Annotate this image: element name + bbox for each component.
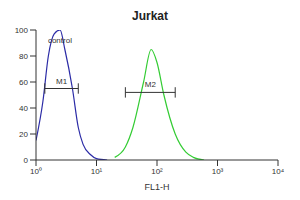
svg-text:control: control	[48, 36, 72, 45]
svg-text:10²: 10²	[151, 167, 163, 176]
svg-text:10³: 10³	[212, 167, 224, 176]
svg-text:FL1-H: FL1-H	[144, 182, 169, 192]
svg-text:40: 40	[19, 104, 28, 113]
svg-text:M2: M2	[145, 80, 157, 89]
svg-text:60: 60	[19, 78, 28, 87]
svg-text:M1: M1	[56, 77, 68, 86]
svg-text:100: 100	[15, 26, 29, 35]
svg-text:0: 0	[24, 156, 29, 165]
svg-text:10¹: 10¹	[91, 167, 103, 176]
html-text:Jurkat: Jurkat	[132, 9, 168, 23]
svg-text:10⁰: 10⁰	[30, 167, 42, 176]
svg-text:10⁴: 10⁴	[272, 167, 285, 176]
svg-text:20: 20	[19, 130, 28, 139]
svg-text:80: 80	[19, 52, 28, 61]
